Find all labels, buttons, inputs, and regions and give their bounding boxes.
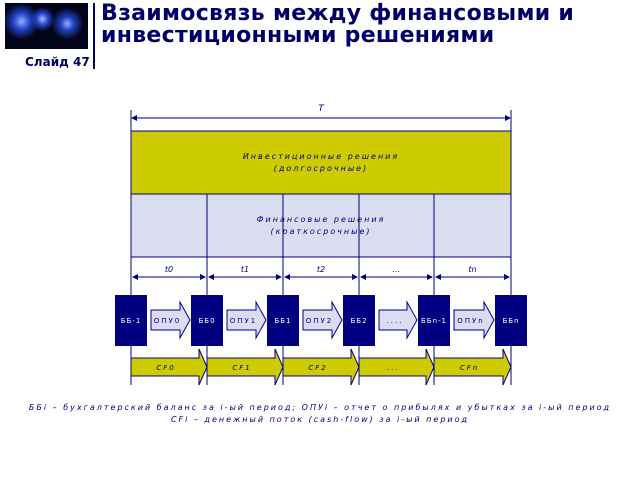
title-line-1: Взаимосвязь между финансовыми и	[101, 1, 575, 26]
cashflow-arrow	[130, 348, 208, 386]
period-label: ...	[393, 265, 401, 274]
period-label: tn	[468, 265, 476, 274]
report-label: ОПУ2	[306, 317, 334, 325]
cashflow-label: ...	[387, 364, 400, 372]
report-label: ОПУ0	[154, 317, 182, 325]
balance-box	[115, 295, 147, 346]
report-arrow	[378, 300, 418, 340]
report-arrow	[302, 300, 343, 340]
cashflow-label: CF2	[308, 364, 327, 372]
finance-label-1: Финансовые решения	[257, 215, 386, 224]
footer-legend-1: ББi – бухгалтерский баланс за i-ый перио…	[28, 403, 612, 412]
period-label: t2	[317, 265, 325, 274]
page-title: Взаимосвязь между финансовыми и инвестиц…	[101, 3, 574, 47]
report-arrow	[453, 300, 495, 340]
invest-label-2: (долгосрочные)	[274, 164, 368, 173]
report-label: ОПУn	[457, 317, 484, 325]
cashflow-label: CF1	[232, 364, 251, 372]
balance-box	[191, 295, 223, 346]
investment-decisions-box	[130, 130, 512, 195]
balance-label: ББ0	[198, 317, 215, 325]
cashflow-label: CF0	[156, 364, 175, 372]
finance-label-2: (краткосрочные)	[270, 227, 371, 236]
balance-label: ББn	[502, 317, 519, 325]
cashflow-label: CFn	[460, 364, 479, 372]
cashflow-arrow	[433, 348, 512, 386]
footer-legend-2: CFi – денежный поток (cash-flow) за i-ый…	[170, 415, 470, 424]
invest-label-1: Инвестиционные решения	[243, 152, 399, 161]
report-label: ....	[387, 317, 404, 325]
world-map-logo	[5, 3, 88, 49]
period-label: t0	[165, 265, 173, 274]
balance-label: ББ2	[350, 317, 367, 325]
balance-label: ББ1	[274, 317, 291, 325]
total-label: T	[318, 104, 325, 114]
cashflow-arrow	[282, 348, 360, 386]
report-label: ОПУ1	[230, 317, 258, 325]
period-label: t1	[241, 265, 249, 274]
balance-label: ББ-1	[121, 317, 142, 325]
report-arrow	[226, 300, 267, 340]
title-line-2: инвестиционными решениями	[101, 23, 495, 48]
balance-box	[267, 295, 299, 346]
balance-box	[418, 295, 450, 346]
header-divider	[93, 3, 95, 69]
slide-number: Слайд 47	[25, 55, 90, 69]
balance-label: ББn-1	[421, 317, 447, 325]
balance-box	[343, 295, 375, 346]
balance-box	[495, 295, 527, 346]
cashflow-arrow	[206, 348, 284, 386]
report-arrow	[150, 300, 191, 340]
financial-decisions-box	[130, 193, 512, 258]
cashflow-arrow	[358, 348, 435, 386]
